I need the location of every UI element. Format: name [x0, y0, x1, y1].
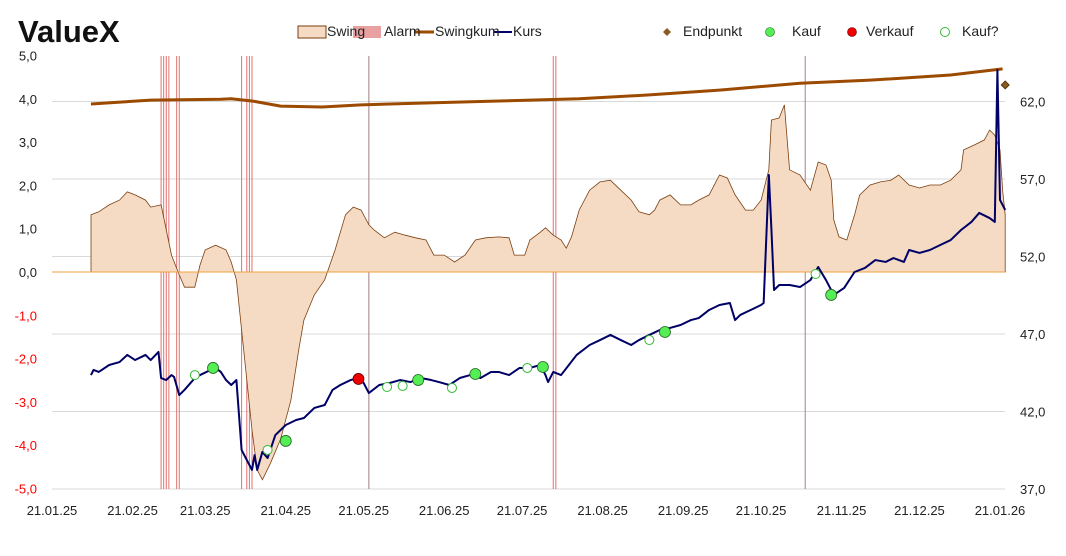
- legend-kauf-swatch: [765, 27, 775, 37]
- x-axis-tick-label: 21.03.25: [180, 503, 231, 518]
- right-axis-tick-label: 52,0: [1020, 250, 1045, 265]
- kauf-point: [825, 289, 838, 301]
- legend-label: Swing: [327, 23, 365, 39]
- kauf-unsure-point: [644, 335, 655, 346]
- legend-label: Endpunkt: [683, 23, 742, 39]
- kauf-point: [536, 361, 549, 373]
- left-axis-tick-label: -2,0: [15, 352, 37, 367]
- left-axis-tick-label: 3,0: [19, 135, 37, 150]
- left-axis-tick-label: 4,0: [19, 92, 37, 107]
- kauf-point: [412, 374, 425, 386]
- legend-label: Swingkum: [435, 23, 500, 39]
- x-axis-tick-label: 21.07.25: [497, 503, 548, 518]
- legend-label: Kauf?: [962, 23, 999, 39]
- kauf-point: [659, 326, 671, 338]
- legend-swing-swatch: [297, 25, 327, 39]
- legend-label: Kauf: [792, 23, 821, 39]
- left-axis-tick-label: 2,0: [19, 178, 37, 193]
- right-axis-tick-label: 42,0: [1020, 405, 1045, 420]
- legend-label: Verkauf: [866, 23, 914, 39]
- x-axis-tick-label: 21.05.25: [338, 503, 389, 518]
- kauf-point: [207, 362, 219, 374]
- kauf-unsure-point: [446, 382, 457, 393]
- legend-label: Kurs: [513, 23, 542, 39]
- endpunkt-marker: [1000, 80, 1010, 90]
- swing-area: [90, 104, 1006, 481]
- kauf-point: [279, 435, 292, 447]
- kauf-unsure-point: [810, 269, 821, 280]
- x-axis-tick-label: 21.08.25: [577, 503, 628, 518]
- kauf-point: [469, 368, 482, 380]
- x-axis-tick-label: 21.02.25: [107, 503, 158, 518]
- right-axis-tick-label: 62,0: [1020, 95, 1045, 110]
- legend-label: Alarm: [384, 23, 421, 39]
- x-axis-tick-label: 21.01.25: [27, 503, 78, 518]
- kauf-unsure-point: [397, 380, 408, 391]
- x-axis-tick-label: 21.04.25: [260, 503, 311, 518]
- kauf-unsure-point: [189, 370, 200, 381]
- chart-title: ValueX: [18, 14, 120, 49]
- kauf-unsure-point: [262, 444, 273, 455]
- left-axis-tick-label: -1,0: [15, 308, 37, 323]
- right-axis-tick-label: 47,0: [1020, 327, 1045, 342]
- legend-verkauf-swatch: [847, 27, 857, 37]
- x-axis-tick-label: 21.12.25: [894, 503, 945, 518]
- x-axis-tick-label: 21.09.25: [658, 503, 709, 518]
- x-axis-tick-label: 21.10.25: [736, 503, 787, 518]
- left-axis-tick-label: -3,0: [15, 395, 37, 410]
- left-axis-tick-label: 5,0: [19, 49, 37, 64]
- left-axis-tick-label: -4,0: [15, 438, 37, 453]
- verkauf-point: [352, 373, 365, 385]
- right-axis-tick-label: 57,0: [1020, 172, 1045, 187]
- left-axis-tick-label: -5,0: [15, 482, 37, 497]
- left-axis-tick-label: 1,0: [19, 222, 37, 237]
- legend-alarm-swatch: [353, 26, 381, 38]
- x-axis-tick-label: 21.06.25: [419, 503, 470, 518]
- legend-kauf-unsure-swatch: [940, 27, 950, 37]
- kauf-unsure-point: [382, 382, 393, 393]
- legend-endpunkt-swatch: [663, 28, 671, 36]
- right-axis-tick-label: 37,0: [1020, 482, 1045, 497]
- swingkum-line: [90, 67, 1003, 109]
- x-axis-tick-label: 21.11.25: [817, 503, 867, 518]
- kauf-unsure-point: [522, 362, 533, 373]
- x-axis-tick-label: 21.01.26: [975, 503, 1026, 518]
- left-axis-tick-label: 0,0: [19, 265, 37, 280]
